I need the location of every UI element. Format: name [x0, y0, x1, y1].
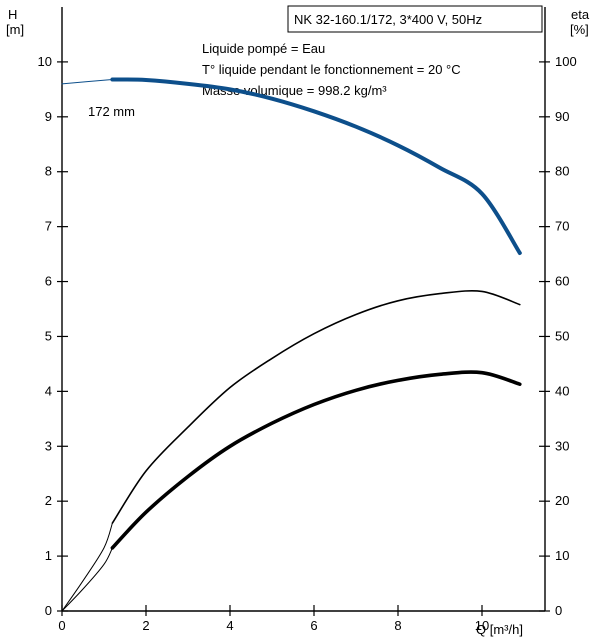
annotation-liquid: Liquide pompé = Eau — [202, 41, 325, 56]
series-3-line — [111, 289, 521, 524]
series-1-line — [110, 77, 522, 255]
y-axis-label-right-bottom: [%] — [570, 22, 589, 37]
y-tick-label-left: 10 — [38, 54, 52, 69]
y-tick-label-right: 10 — [555, 548, 569, 563]
series-5-line — [110, 370, 522, 550]
series-2-line — [61, 522, 113, 612]
chart-title: NK 32-160.1/172, 3*400 V, 50Hz — [294, 12, 482, 27]
y-tick-label-left: 6 — [45, 274, 52, 289]
y-tick-label-right: 80 — [555, 164, 569, 179]
y-tick-label-right: 0 — [555, 603, 562, 618]
y-tick-label-right: 40 — [555, 383, 569, 398]
y-axis-label-right-top: eta — [571, 7, 590, 22]
y-tick-label-left: 8 — [45, 164, 52, 179]
y-tick-label-right: 20 — [555, 493, 569, 508]
curve-label: 172 mm — [88, 104, 135, 119]
y-tick-label-left: 1 — [45, 548, 52, 563]
y-tick-label-left: 3 — [45, 438, 52, 453]
y-axis-label-left-bottom: [m] — [6, 22, 24, 37]
y-tick-label-left: 2 — [45, 493, 52, 508]
annotation-temperature: T° liquide pendant le fonctionnement = 2… — [202, 62, 461, 77]
y-tick-label-right: 100 — [555, 54, 577, 69]
y-tick-label-right: 70 — [555, 219, 569, 234]
x-tick-label: 4 — [226, 618, 233, 633]
x-axis-label: Q [m³/h] — [476, 622, 523, 637]
y-tick-label-right: 60 — [555, 274, 569, 289]
x-tick-label: 6 — [310, 618, 317, 633]
y-tick-label-left: 9 — [45, 109, 52, 124]
y-tick-label-left: 0 — [45, 603, 52, 618]
y-tick-label-left: 4 — [45, 383, 52, 398]
x-tick-label: 8 — [394, 618, 401, 633]
y-tick-label-right: 90 — [555, 109, 569, 124]
y-tick-label-right: 30 — [555, 438, 569, 453]
x-tick-label: 10 — [475, 618, 489, 633]
series-4-line — [61, 547, 113, 612]
series-0-line — [61, 79, 113, 85]
title-box — [287, 5, 543, 33]
x-tick-label: 2 — [142, 618, 149, 633]
y-tick-label-left: 7 — [45, 219, 52, 234]
x-tick-label: 0 — [58, 618, 65, 633]
y-tick-label-right: 50 — [555, 328, 569, 343]
y-tick-label-left: 5 — [45, 328, 52, 343]
y-axis-label-left-top: H — [8, 7, 17, 22]
